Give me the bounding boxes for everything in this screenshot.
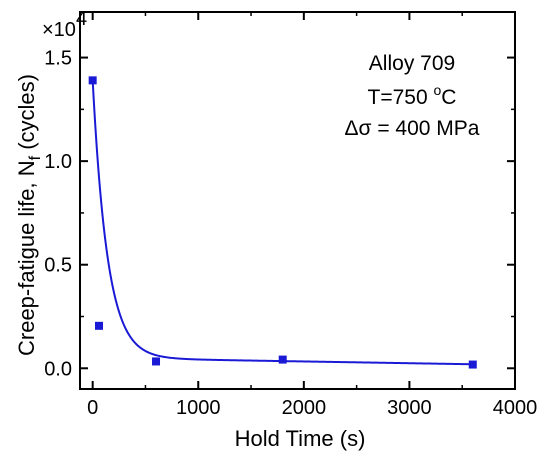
y-multiplier-exponent: 4 [76, 8, 87, 30]
x-tick-label: 1000 [176, 397, 221, 419]
y-tick-label: 1.5 [44, 48, 72, 70]
y-tick-label: 0.5 [44, 255, 72, 277]
points-layer [88, 76, 477, 369]
x-tick-label: 3000 [387, 397, 432, 419]
data-point [278, 355, 287, 364]
annotation-temperature: T=750 oC [368, 82, 457, 109]
x-tick-label: 2000 [282, 397, 327, 419]
plot-frame [79, 11, 516, 390]
y-tick-label: 1.0 [44, 151, 72, 173]
data-point [95, 321, 104, 330]
x-tick-label: 4000 [493, 397, 538, 419]
ticks-layer: 0 1000 2000 3000 4000 0.0 0.5 1.0 1.5 [44, 12, 537, 419]
data-point [152, 357, 161, 366]
y-axis-title: Creep-fatigue life, Nf (cycles) [14, 74, 44, 356]
x-tick-label: 0 [87, 397, 98, 419]
data-point [88, 76, 97, 85]
y-multiplier: ×104 [42, 8, 87, 41]
annotation-stress: Δσ = 400 MPa [345, 117, 480, 140]
x-axis-title: Hold Time (s) [235, 426, 366, 451]
data-point [468, 360, 477, 369]
y-tick-label: 0.0 [44, 358, 72, 380]
annotation-alloy: Alloy 709 [369, 52, 455, 75]
